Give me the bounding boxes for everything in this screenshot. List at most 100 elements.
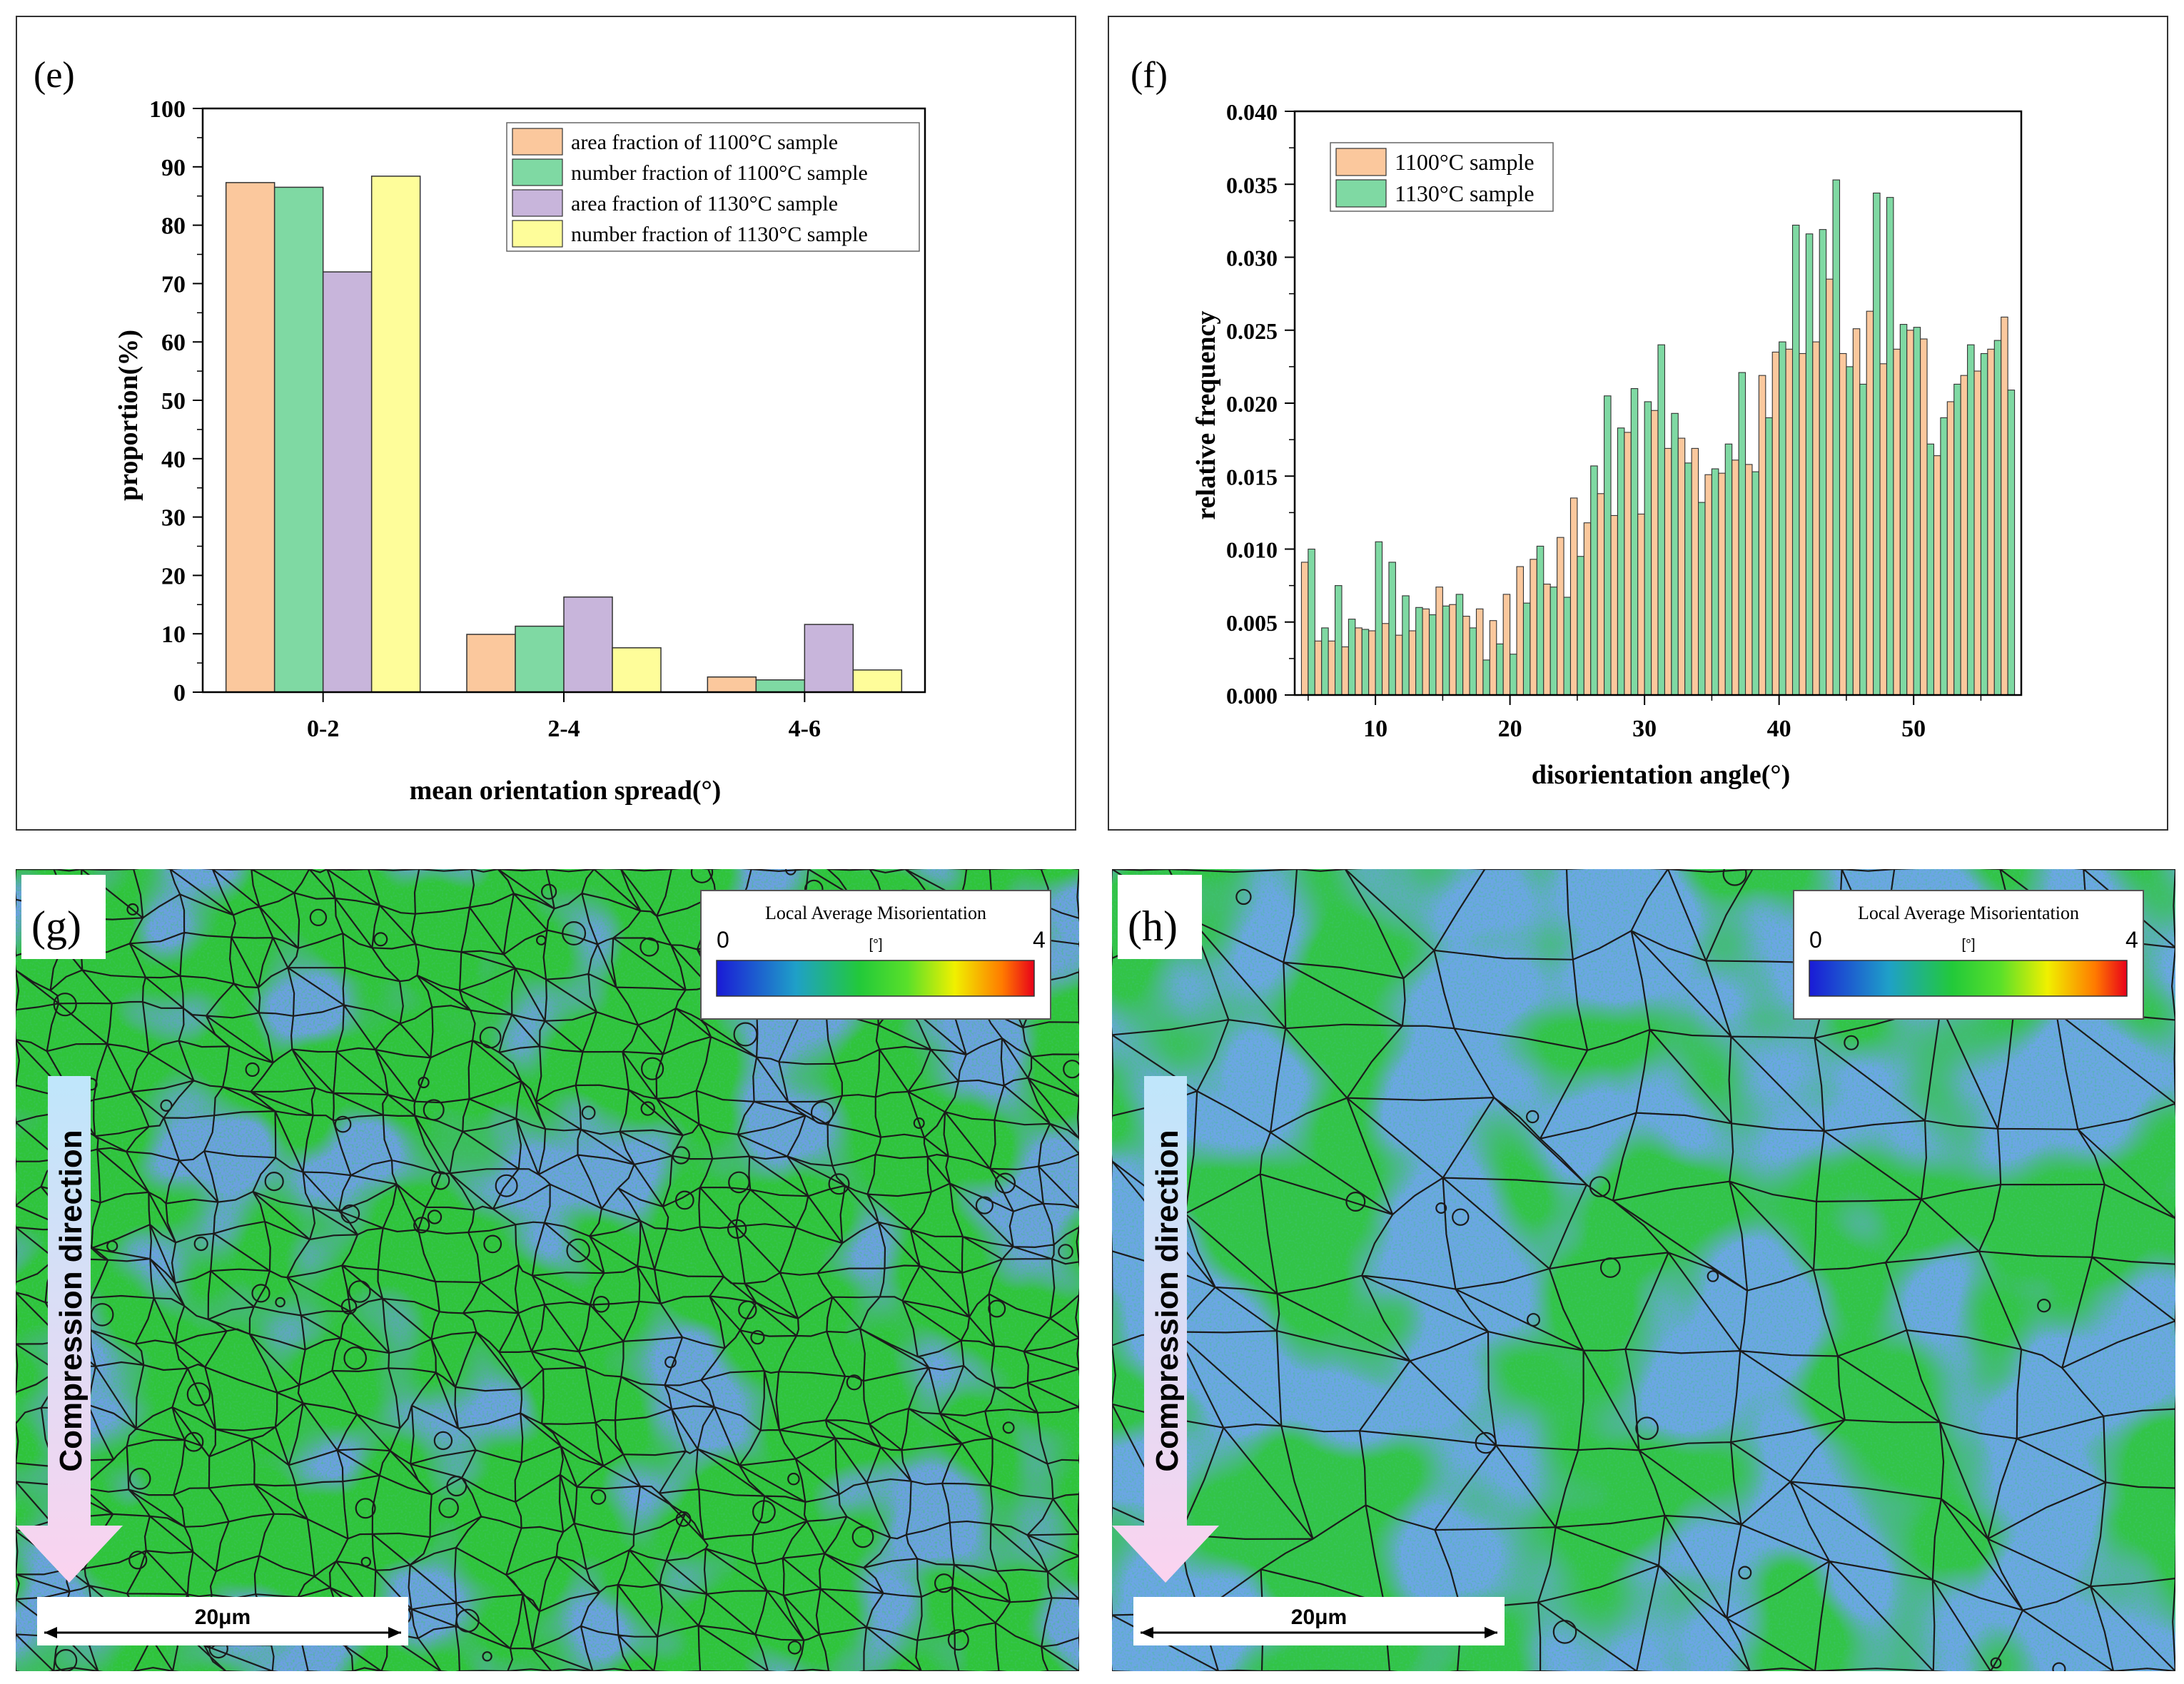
hist-bar-1-8 <box>1341 646 1349 696</box>
x-tick-label: 2-4 <box>547 716 580 742</box>
small-grain <box>1475 1431 1497 1454</box>
hist-bar-2-14 <box>1428 614 1437 696</box>
colorbar-max: 4 <box>1033 927 1046 953</box>
colorbar-unit: [°] <box>869 937 882 953</box>
small-grain <box>1526 1110 1540 1124</box>
hist-bar-2-31 <box>1657 344 1665 696</box>
legend-box <box>506 122 920 252</box>
colorbar: Local Average Misorientation 0 4 [°] <box>1793 890 2144 1020</box>
scale-bar-box <box>1133 1597 1505 1645</box>
small-grain <box>674 1190 694 1210</box>
x-tick-label: 40 <box>1767 716 1791 742</box>
hist-bar-1-43 <box>1812 341 1820 696</box>
small-grain <box>1589 1176 1611 1197</box>
legend-label: area fraction of 1130°C sample <box>571 192 838 215</box>
x-tick-label: 4-6 <box>789 716 821 742</box>
bar-4-2-4 <box>612 647 662 693</box>
hist-bar-1-10 <box>1368 630 1376 696</box>
compression-arrow: Compression direction <box>16 1076 123 1583</box>
hist-bar-2-18 <box>1482 659 1490 696</box>
panel-h-label-box <box>1118 875 1202 959</box>
x-tick-label: 0-2 <box>307 716 339 742</box>
y-tick-label: 50 <box>161 388 186 415</box>
small-grain <box>418 1076 430 1089</box>
legend-label: 1100°C sample <box>1395 149 1535 175</box>
small-grain <box>343 1346 367 1370</box>
small-grain <box>562 920 587 945</box>
y-tick-label: 0.025 <box>1226 318 1278 344</box>
small-grain <box>251 1284 271 1303</box>
colorbar-title: Local Average Misorientation <box>1858 903 2079 923</box>
legend-label: number fraction of 1130°C sample <box>571 223 868 246</box>
hist-bar-2-13 <box>1415 607 1423 696</box>
hist-bar-1-27 <box>1597 493 1605 696</box>
scale-bar-arrow-right <box>388 1627 401 1638</box>
hist-bar-1-42 <box>1799 352 1806 696</box>
colorbar: Local Average Misorientation 0 4 [°] <box>700 890 1051 1020</box>
small-grain <box>590 1489 607 1505</box>
hist-bar-2-43 <box>1819 229 1827 696</box>
small-grain <box>738 1300 757 1320</box>
small-grain <box>2037 1299 2051 1313</box>
y-tick-label: 20 <box>161 563 186 589</box>
hist-bar-2-37 <box>1738 372 1746 696</box>
x-axis-label: disorientation angle(°) <box>1532 760 1790 790</box>
chart-f: (f) 10 20 30 40 50 0.000 0.005 0.010 0.015 0.020 0… <box>1108 16 2168 831</box>
small-grain <box>355 1498 376 1519</box>
small-grain <box>431 1171 450 1190</box>
bar-2-0-2 <box>273 186 324 693</box>
hist-bar-1-32 <box>1664 447 1672 696</box>
compression-arrow-shape <box>16 1076 123 1583</box>
y-tick-label: 0.000 <box>1226 683 1278 709</box>
bar-4-0-2 <box>370 176 421 693</box>
small-grain <box>566 1238 590 1263</box>
hist-bar-2-8 <box>1348 619 1356 696</box>
hist-bar-2-36 <box>1724 443 1733 696</box>
hist-bar-2-49 <box>1899 324 1908 696</box>
y-tick-label: 40 <box>161 447 186 473</box>
small-grain <box>752 1500 776 1523</box>
small-grain <box>728 1171 750 1194</box>
small-grain <box>1452 1208 1470 1226</box>
hist-bar-2-24 <box>1563 597 1572 696</box>
scale-bar-arrow-left <box>1141 1627 1153 1638</box>
y-axis-label: relative frequency <box>1191 310 1221 519</box>
small-grain <box>640 1057 664 1080</box>
small-grain <box>160 1099 173 1112</box>
small-grain <box>988 1299 1006 1318</box>
small-grain <box>1435 1202 1447 1214</box>
hist-bar-2-6 <box>1321 627 1329 696</box>
hist-bar-1-57 <box>2001 316 2008 696</box>
y-tick-label: 0.015 <box>1226 464 1278 490</box>
hist-bar-1-35 <box>1704 474 1712 696</box>
small-grain <box>934 1573 954 1593</box>
hist-bar-2-5 <box>1308 548 1315 696</box>
y-tick-label: 0 <box>173 680 186 706</box>
small-grain <box>455 1608 480 1633</box>
legend-swatch <box>512 189 563 217</box>
hist-bar-1-17 <box>1462 616 1470 696</box>
compression-arrow: Compression direction <box>1112 1076 1219 1583</box>
hist-bar-1-13 <box>1408 630 1417 696</box>
small-grain <box>640 1101 655 1116</box>
small-grain <box>672 1146 690 1165</box>
hist-bar-1-6 <box>1314 640 1323 696</box>
y-tick-label: 30 <box>161 505 186 532</box>
hist-bar-2-29 <box>1630 387 1639 696</box>
panel-f: (f) 10 20 30 40 50 0.000 0.005 0.010 0.015 0.020 0… <box>1108 16 2168 831</box>
small-grain <box>733 1022 758 1047</box>
hist-bar-2-34 <box>1698 502 1706 696</box>
small-grain <box>1345 1192 1366 1212</box>
hist-bar-2-35 <box>1711 468 1719 696</box>
hist-bar-1-25 <box>1569 497 1578 696</box>
bar-3-4-6 <box>804 624 854 693</box>
y-tick-label: 10 <box>161 622 186 648</box>
bar-4-4-6 <box>852 669 903 693</box>
panel-g-label-box <box>21 875 106 959</box>
panel-g-label: (g) <box>31 903 81 950</box>
small-grain <box>975 1196 994 1214</box>
small-grain <box>309 908 328 927</box>
hist-bar-2-52 <box>1940 417 1948 696</box>
legend-label: number fraction of 1100°C sample <box>571 161 868 185</box>
small-grain <box>427 1209 443 1224</box>
